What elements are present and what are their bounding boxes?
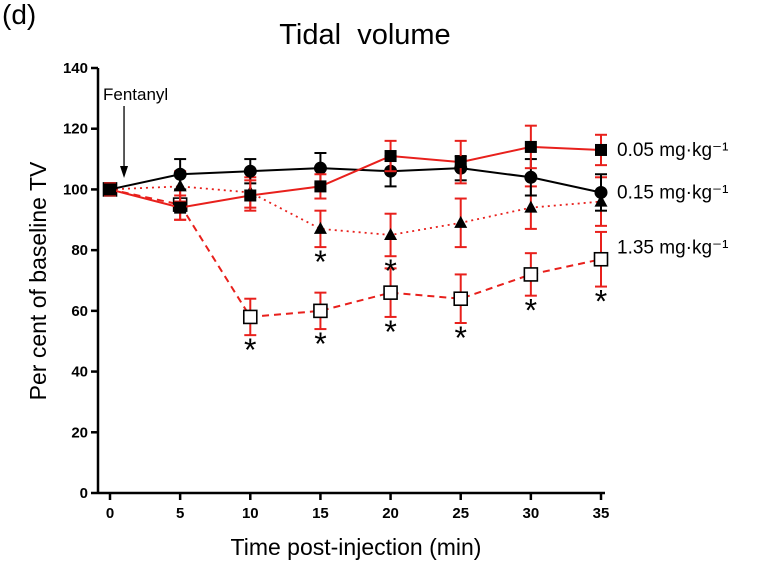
series-0	[104, 124, 607, 221]
legend-layer: 0.05 mg·kg⁻¹ 0.15 mg·kg⁻¹ 1.35 mg·kg⁻¹	[617, 140, 728, 258]
data-point	[594, 185, 608, 199]
y-tick-label: 80	[71, 242, 88, 259]
series-label-1: 0.15 mg·kg⁻¹	[617, 182, 728, 203]
data-point	[524, 140, 537, 153]
data-point	[453, 291, 469, 307]
y-tick-label: 40	[71, 364, 88, 381]
y-tick-label: 100	[63, 181, 88, 198]
data-point	[244, 189, 257, 202]
series-layer: * * * * * * * *	[102, 124, 609, 368]
x-tick-label: 15	[312, 505, 329, 522]
annotation-arrow-head	[120, 166, 129, 178]
y-tick-label: 60	[71, 303, 88, 320]
series-line	[109, 145, 602, 209]
significance-marker: *	[384, 314, 396, 350]
x-tick-label: 35	[593, 505, 610, 522]
x-tick-label: 30	[523, 505, 540, 522]
y-tick-label: 20	[71, 424, 88, 441]
data-point	[242, 309, 258, 325]
data-point	[384, 227, 398, 240]
data-point	[524, 200, 538, 213]
x-tick-label: 20	[382, 505, 399, 522]
data-point	[383, 285, 398, 300]
data-point	[173, 167, 187, 181]
data-point	[593, 251, 609, 267]
significance-marker: *	[314, 326, 326, 362]
significance-marker: *	[244, 332, 256, 368]
chart-title: Tidal volume	[279, 19, 450, 51]
data-point	[314, 180, 327, 193]
x-tick-label: 0	[106, 505, 114, 522]
significance-marker: *	[525, 293, 537, 329]
x-axis-label: Time post-injection (min)	[231, 534, 482, 560]
data-point	[523, 267, 539, 282]
significance-marker: *	[454, 320, 466, 356]
panel-label: (d)	[2, 0, 36, 30]
data-point	[454, 215, 468, 228]
data-point	[384, 150, 397, 163]
data-point	[595, 143, 607, 156]
annotation-layer: Fentanyl	[103, 85, 168, 178]
y-tick-label: 140	[63, 60, 88, 77]
data-point	[313, 161, 327, 175]
y-tick-label: 0	[80, 485, 88, 502]
data-point	[174, 201, 187, 214]
data-point	[104, 183, 116, 196]
significance-marker: *	[595, 284, 607, 320]
significance-marker: *	[384, 253, 396, 289]
data-point	[313, 221, 327, 234]
x-tick-label: 5	[176, 505, 184, 522]
data-point	[524, 170, 538, 184]
x-tick-label: 25	[452, 505, 469, 522]
series-label-3: 1.35 mg·kg⁻¹	[617, 237, 728, 258]
series-line	[109, 167, 602, 194]
series-line	[109, 185, 602, 236]
series-label-0: 0.05 mg·kg⁻¹	[617, 140, 728, 161]
x-tick-label: 10	[242, 505, 259, 522]
data-point	[243, 164, 257, 178]
axes: 0 20 40 60 80 100 120 140 0 5 10 15 20 25 30 35	[63, 60, 609, 522]
annotation-fentanyl: Fentanyl	[103, 85, 168, 104]
data-point	[313, 303, 328, 319]
data-point	[454, 156, 467, 169]
y-tick-label: 120	[63, 121, 88, 138]
y-axis-label: Per cent of baseline TV	[25, 161, 51, 400]
significance-marker: *	[314, 244, 326, 280]
